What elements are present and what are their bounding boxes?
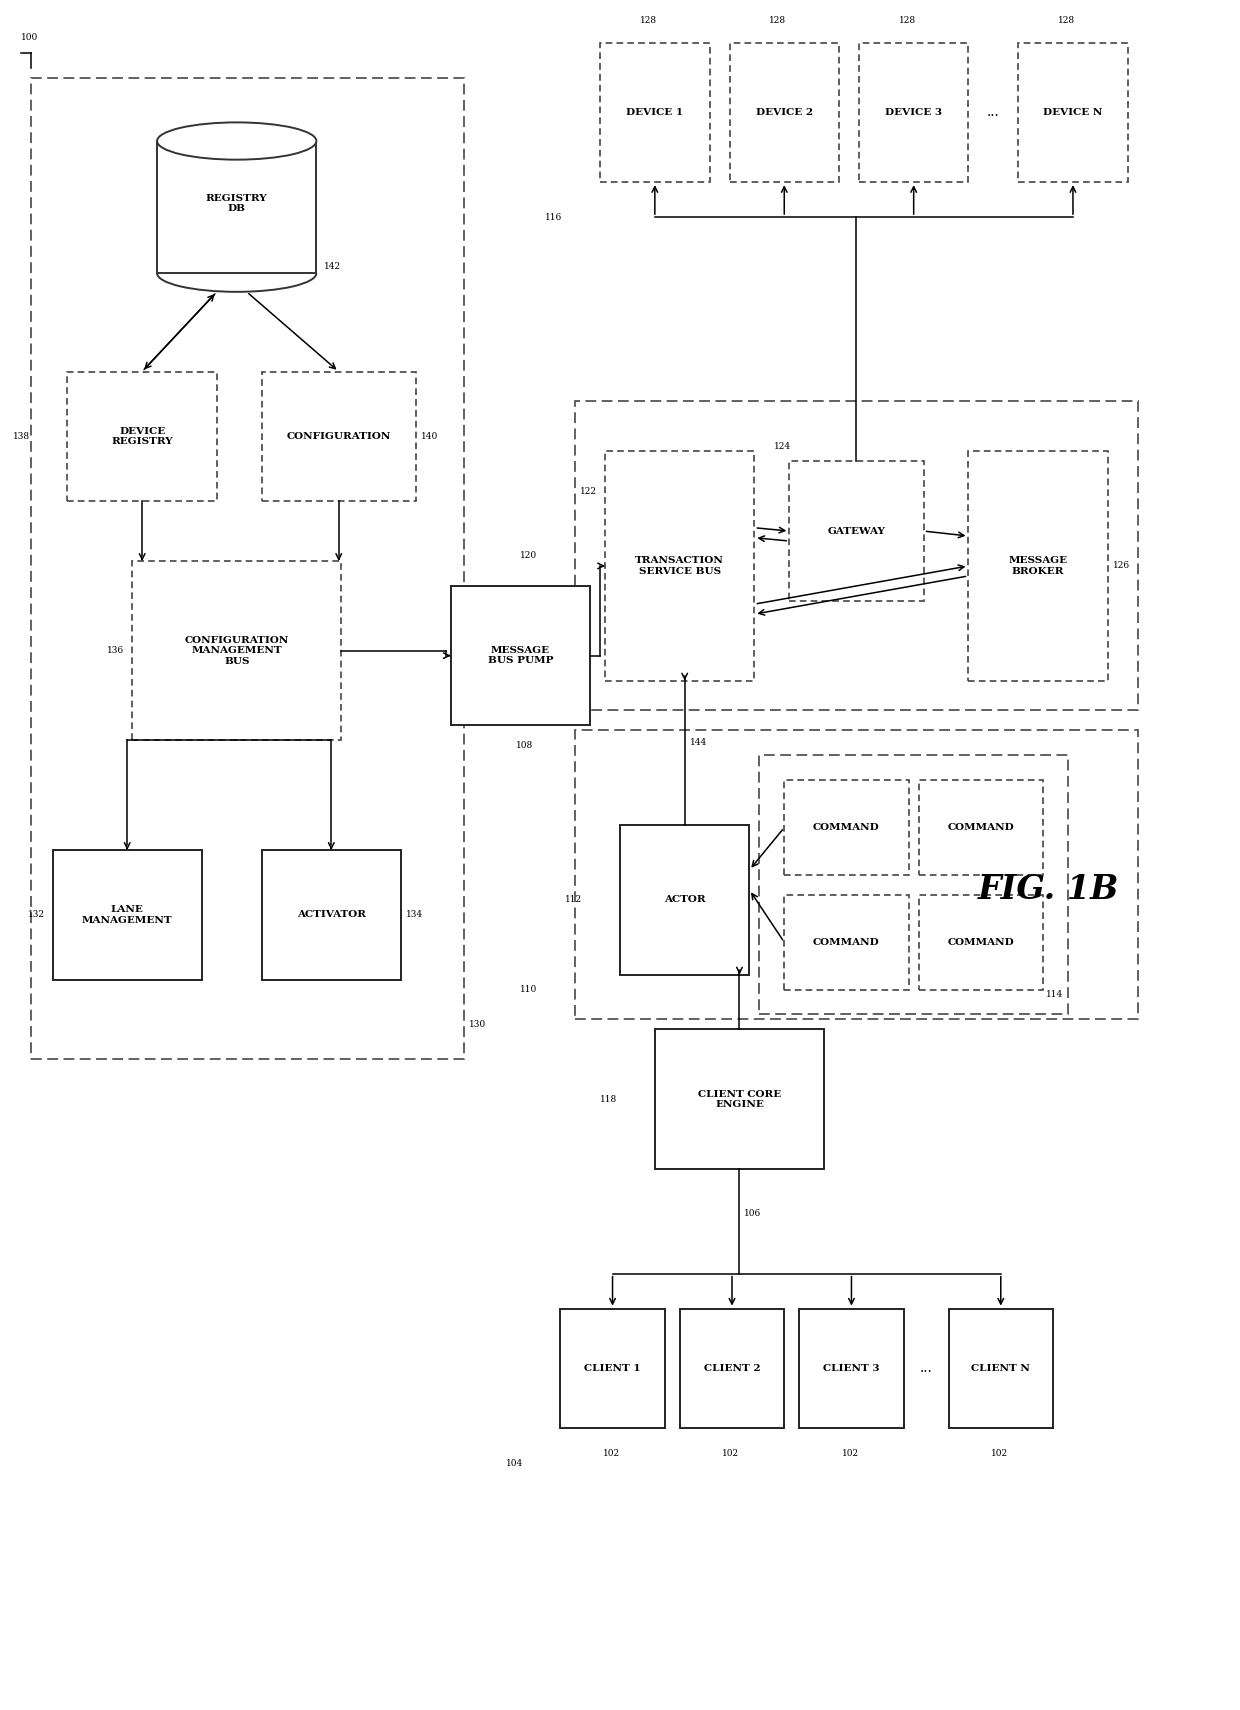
Text: 122: 122 — [580, 487, 598, 496]
Text: DEVICE 2: DEVICE 2 — [755, 108, 813, 116]
Text: GATEWAY: GATEWAY — [827, 527, 885, 535]
Ellipse shape — [157, 123, 316, 159]
Text: ACTIVATOR: ACTIVATOR — [296, 910, 366, 920]
Text: CONFIGURATION: CONFIGURATION — [286, 433, 391, 441]
Text: CLIENT 3: CLIENT 3 — [823, 1365, 879, 1373]
Text: 128: 128 — [640, 15, 657, 26]
Text: 128: 128 — [1058, 15, 1075, 26]
Bar — [789, 462, 924, 600]
Text: 126: 126 — [1112, 561, 1130, 571]
Text: 132: 132 — [27, 910, 45, 920]
Bar — [133, 561, 341, 740]
Bar — [31, 77, 464, 1058]
Text: DEVICE 1: DEVICE 1 — [626, 108, 683, 116]
Text: 128: 128 — [769, 15, 786, 26]
Bar — [919, 780, 1043, 876]
Bar — [968, 451, 1107, 681]
Text: 124: 124 — [774, 441, 791, 451]
Bar — [575, 402, 1137, 710]
Bar — [784, 780, 909, 876]
Text: 144: 144 — [689, 739, 707, 747]
Bar — [759, 756, 1068, 1014]
Text: ...: ... — [987, 106, 999, 120]
Text: 108: 108 — [516, 740, 533, 751]
Text: DEVICE 3: DEVICE 3 — [885, 108, 942, 116]
Text: MESSAGE
BUS PUMP: MESSAGE BUS PUMP — [487, 646, 553, 665]
Text: 116: 116 — [546, 212, 563, 222]
Text: COMMAND: COMMAND — [947, 823, 1014, 833]
Bar — [67, 371, 217, 501]
Bar — [859, 43, 968, 183]
Text: 120: 120 — [521, 551, 538, 561]
Text: COMMAND: COMMAND — [947, 937, 1014, 947]
Text: CLIENT 1: CLIENT 1 — [584, 1365, 641, 1373]
Text: CLIENT 2: CLIENT 2 — [703, 1365, 760, 1373]
Text: DEVICE N: DEVICE N — [1043, 108, 1102, 116]
Text: 100: 100 — [21, 32, 38, 43]
Text: 114: 114 — [1045, 990, 1063, 999]
Text: TRANSACTION
SERVICE BUS: TRANSACTION SERVICE BUS — [635, 556, 724, 576]
Text: 138: 138 — [12, 433, 30, 441]
Text: 134: 134 — [405, 910, 423, 920]
Text: 102: 102 — [722, 1448, 739, 1457]
Bar — [784, 894, 909, 990]
Text: COMMAND: COMMAND — [813, 823, 880, 833]
Text: CLIENT CORE
ENGINE: CLIENT CORE ENGINE — [698, 1089, 781, 1108]
Text: 140: 140 — [420, 433, 438, 441]
Text: 128: 128 — [899, 15, 916, 26]
Text: CLIENT N: CLIENT N — [971, 1365, 1030, 1373]
Bar — [52, 850, 202, 980]
Text: CONFIGURATION
MANAGEMENT
BUS: CONFIGURATION MANAGEMENT BUS — [185, 636, 289, 665]
Bar — [729, 43, 839, 183]
Text: 104: 104 — [506, 1459, 523, 1467]
Text: REGISTRY
DB: REGISTRY DB — [206, 193, 268, 214]
Bar — [262, 371, 415, 501]
Text: MESSAGE
BROKER: MESSAGE BROKER — [1008, 556, 1068, 576]
Bar — [605, 451, 754, 681]
Bar — [575, 730, 1137, 1019]
Text: FIG. 1B: FIG. 1B — [977, 874, 1118, 906]
Text: 102: 102 — [842, 1448, 858, 1457]
Bar — [680, 1308, 784, 1428]
Text: 112: 112 — [565, 896, 583, 905]
Text: 136: 136 — [107, 646, 124, 655]
Text: 110: 110 — [521, 985, 538, 994]
Text: ACTOR: ACTOR — [663, 896, 706, 905]
Bar — [949, 1308, 1053, 1428]
Text: ...: ... — [920, 1361, 932, 1375]
Bar — [157, 140, 316, 274]
Text: 142: 142 — [325, 262, 341, 272]
Bar — [560, 1308, 665, 1428]
Text: 118: 118 — [600, 1094, 618, 1103]
Bar — [451, 587, 590, 725]
Bar — [800, 1308, 904, 1428]
Text: 102: 102 — [991, 1448, 1008, 1457]
Bar — [600, 43, 709, 183]
Bar — [919, 894, 1043, 990]
Bar — [655, 1029, 825, 1170]
Text: 106: 106 — [744, 1209, 761, 1218]
Text: DEVICE
REGISTRY: DEVICE REGISTRY — [112, 428, 172, 446]
Text: 130: 130 — [469, 1019, 486, 1029]
Bar — [262, 850, 401, 980]
Text: LANE
MANAGEMENT: LANE MANAGEMENT — [82, 905, 172, 925]
Bar — [620, 826, 749, 975]
Text: COMMAND: COMMAND — [813, 937, 880, 947]
Text: 102: 102 — [603, 1448, 620, 1457]
Bar — [1018, 43, 1127, 183]
